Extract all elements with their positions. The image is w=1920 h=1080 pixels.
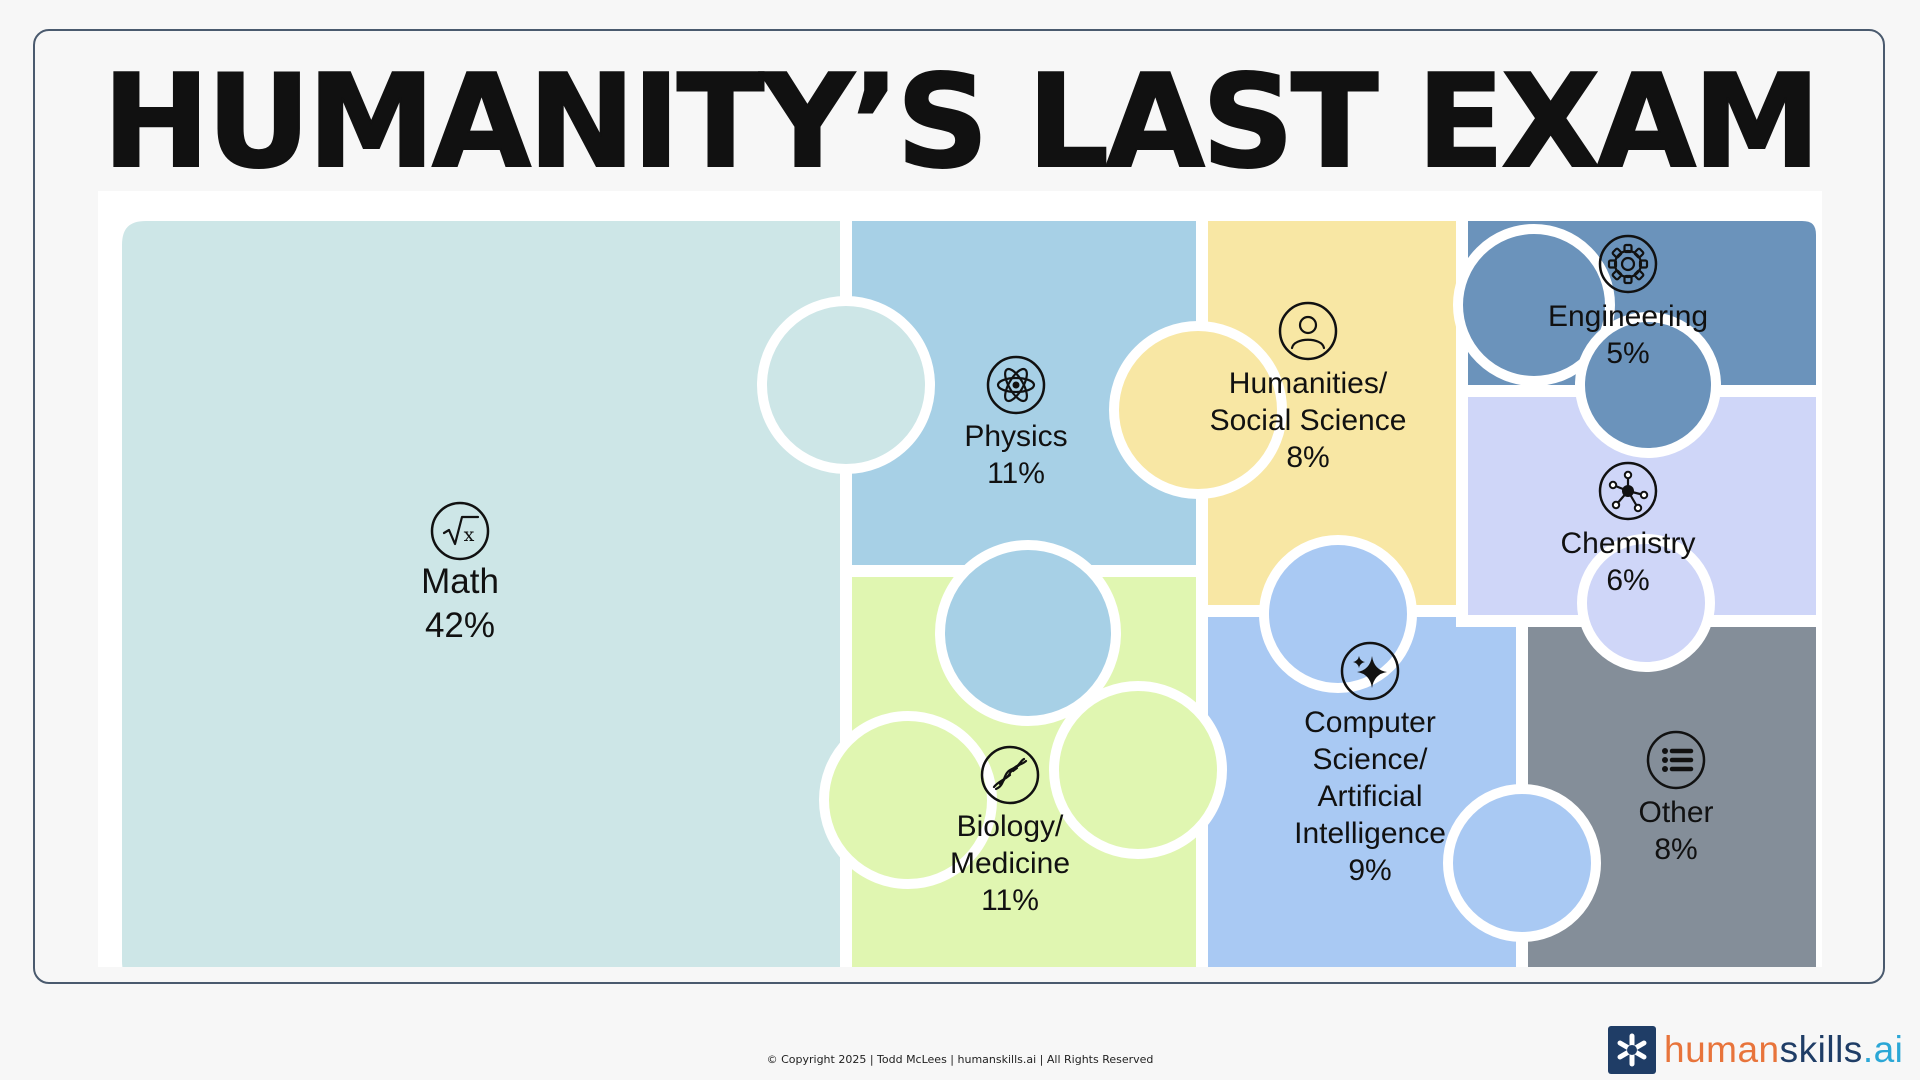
- svg-text:x: x: [464, 524, 475, 546]
- value-engineering: 5%: [1606, 337, 1649, 370]
- puzzle-treemap: x Math 42% Physics 11% Biology/Medicine 11% Hum…: [98, 191, 1822, 967]
- label-chemistry: Chemistry: [1560, 527, 1695, 560]
- value-cs: 9%: [1348, 854, 1391, 887]
- value-physics: 11%: [987, 457, 1045, 490]
- logo-asterisk-icon: [1608, 1026, 1656, 1074]
- value-other: 8%: [1654, 833, 1697, 866]
- label-line: Physics: [964, 420, 1067, 453]
- logo-ai: .ai: [1862, 1029, 1904, 1070]
- logo-wordmark: humanskills.ai: [1664, 1026, 1903, 1074]
- label-line: Intelligence: [1294, 817, 1446, 850]
- humanskills-logo: humanskills.ai: [1608, 1026, 1903, 1074]
- label-cs: Computer Science/Artificial Intelligence: [1294, 706, 1446, 850]
- label-line: Chemistry: [1560, 527, 1695, 560]
- puzzle-panel: x Math 42% Physics 11% Biology/Medicine 11% Hum…: [98, 191, 1822, 967]
- value-biology: 11%: [981, 884, 1039, 917]
- bar-math: [110, 209, 852, 967]
- value-math: 42%: [425, 606, 495, 645]
- label-line: Social Science: [1210, 404, 1407, 437]
- label-line: Other: [1638, 796, 1713, 829]
- knob-chemistry: [1577, 534, 1715, 672]
- person-icon: [1278, 301, 1338, 361]
- knob-cs: [1259, 535, 1417, 693]
- logo-skills: skills: [1779, 1029, 1863, 1070]
- knob-engineering: [1575, 312, 1721, 458]
- gear-icon: [1598, 234, 1658, 294]
- copyright-footer: © Copyright 2025 | Todd McLees | humansk…: [766, 1053, 1154, 1066]
- label-line: Science/: [1312, 743, 1428, 776]
- knob-physics: [935, 540, 1121, 726]
- label-line: Engineering: [1548, 300, 1708, 333]
- dna-icon: [980, 745, 1040, 805]
- knob-cs: [1443, 784, 1601, 942]
- knob-biology: [819, 711, 997, 889]
- label-line: Math: [421, 562, 499, 601]
- label-line: Computer: [1304, 706, 1436, 739]
- chart-title: HUMANITY’S LAST EXAM: [102, 48, 1822, 197]
- label-physics: Physics: [964, 420, 1067, 453]
- label-engineering: Engineering: [1548, 300, 1708, 333]
- knob-engineering: [1453, 224, 1615, 386]
- logo-human: human: [1664, 1029, 1780, 1070]
- value-chemistry: 6%: [1606, 564, 1649, 597]
- knob-humanities: [1109, 321, 1287, 499]
- label-line: Biology/: [957, 810, 1064, 843]
- labels: x Math 42% Physics 11% Biology/Medicine 11% Hum…: [421, 234, 1714, 917]
- atom-icon: [986, 355, 1046, 415]
- puzzle-pieces: [110, 209, 1822, 967]
- label-humanities: Humanities/Social Science: [1210, 367, 1407, 437]
- molecule-icon: [1598, 461, 1658, 521]
- label-line: Medicine: [950, 847, 1070, 880]
- label-other: Other: [1638, 796, 1713, 829]
- label-line: Artificial: [1317, 780, 1422, 813]
- label-line: Humanities/: [1229, 367, 1388, 400]
- list-icon: [1646, 730, 1706, 790]
- label-math: Math: [421, 562, 499, 601]
- knob-math: [757, 296, 935, 474]
- sparkle-icon: [1340, 641, 1400, 701]
- value-humanities: 8%: [1286, 441, 1329, 474]
- square-root-x-icon: x: [430, 501, 490, 561]
- knob-biology: [1049, 681, 1227, 859]
- label-biology: Biology/Medicine: [950, 810, 1070, 880]
